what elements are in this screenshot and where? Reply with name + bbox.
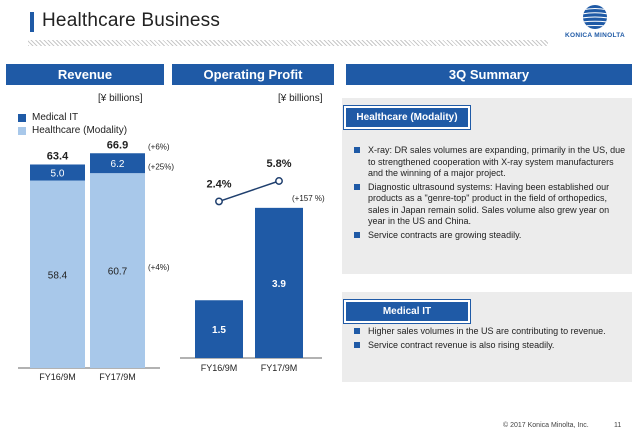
- category-fy17: FY17/9M: [261, 363, 298, 373]
- tab-revenue: Revenue: [6, 64, 164, 85]
- revenue-chart: 58.4 60.7 5.0 6.2 63.4 66.9 FY16/9M FY17…: [18, 139, 174, 382]
- label-profit-fy17: 3.9: [272, 279, 286, 290]
- label-medical-it-fy17: 6.2: [111, 159, 125, 170]
- title-accent-bar: [30, 12, 34, 32]
- bar-medical-it-fy17: [90, 153, 145, 174]
- margin-label-fy16: 2.4%: [206, 178, 231, 190]
- tab-operating-profit: Operating Profit: [172, 64, 334, 85]
- heading-modality: Healthcare (Modality): [346, 108, 468, 127]
- revenue-unit-label: [¥ billions]: [98, 93, 143, 104]
- operating-profit-chart: 1.5 3.9 2.4% 5.8% FY16/9M FY17/9M (+157 …: [180, 158, 325, 373]
- label-medical-it-fy16: 5.0: [51, 169, 65, 180]
- logo-globe-icon: [583, 5, 607, 29]
- label-total-fy16: 63.4: [47, 150, 69, 162]
- growth-profit: (+157 %): [292, 194, 325, 203]
- slide-title: Healthcare Business: [42, 10, 221, 31]
- summary-panel-modality: [342, 98, 632, 274]
- label-profit-fy16: 1.5: [212, 325, 226, 336]
- copyright-text: © 2017 Konica Minolta, Inc.: [503, 422, 589, 429]
- legend-label: Healthcare (Modality): [32, 125, 128, 136]
- bar-modality-fy17: [90, 173, 145, 368]
- bullet-item: Diagnostic ultrasound systems: Having be…: [354, 182, 626, 228]
- bullet-item: Service contracts are growing steadily.: [354, 230, 626, 242]
- category-fy16: FY16/9M: [39, 372, 76, 382]
- bar-modality-fy16: [30, 180, 85, 368]
- bullet-square-icon: [354, 147, 360, 153]
- growth-total: (+6%): [148, 142, 170, 151]
- page-number: 11: [614, 422, 622, 429]
- label-modality-fy17: 60.7: [108, 267, 128, 278]
- revenue-legend: Medical IT Healthcare (Modality): [18, 111, 127, 137]
- category-fy17: FY17/9M: [99, 372, 136, 382]
- margin-label-fy17: 5.8%: [266, 158, 291, 170]
- bullet-square-icon: [354, 328, 360, 334]
- margin-point-fy16: [215, 197, 223, 206]
- label-total-fy17: 66.9: [107, 139, 128, 151]
- bullet-square-icon: [354, 183, 360, 190]
- bullet-item: Service contract revenue is also rising …: [354, 340, 626, 352]
- legend-swatch-modality: [18, 126, 26, 135]
- bar-medical-it-fy16: [30, 164, 85, 181]
- growth-medical-it: (+25%): [148, 162, 174, 171]
- bullet-item: Higher sales volumes in the US are contr…: [354, 326, 626, 338]
- heading-medical-it: Medical IT: [346, 302, 468, 321]
- profit-unit-label: [¥ billions]: [278, 93, 323, 104]
- legend-item-modality: Healthcare (Modality): [18, 124, 127, 137]
- label-modality-fy16: 58.4: [48, 270, 68, 281]
- bar-profit-fy16: [195, 300, 243, 358]
- bullets-medical-it: Higher sales volumes in the US are contr…: [354, 326, 626, 353]
- bullet-square-icon: [354, 231, 360, 238]
- legend-label: Medical IT: [32, 112, 79, 123]
- bullet-square-icon: [354, 341, 360, 348]
- bullets-modality: X-ray: DR sales volumes are expanding, p…: [354, 145, 626, 243]
- category-fy16: FY16/9M: [201, 363, 238, 373]
- bullet-item: X-ray: DR sales volumes are expanding, p…: [354, 145, 626, 180]
- margin-line: [218, 180, 280, 203]
- tab-3q-summary: 3Q Summary: [346, 64, 632, 85]
- logo-wordmark: KONICA MINOLTA: [564, 32, 626, 39]
- company-logo: KONICA MINOLTA: [560, 4, 630, 42]
- legend-item-medical-it: Medical IT: [18, 111, 127, 124]
- margin-point-fy17: [275, 177, 283, 185]
- growth-modality: (+4%): [148, 263, 170, 272]
- legend-swatch-medical-it: [18, 113, 26, 122]
- header-rule: [28, 40, 548, 46]
- slide-header: Healthcare Business: [0, 0, 640, 46]
- bar-profit-fy17: [255, 207, 303, 358]
